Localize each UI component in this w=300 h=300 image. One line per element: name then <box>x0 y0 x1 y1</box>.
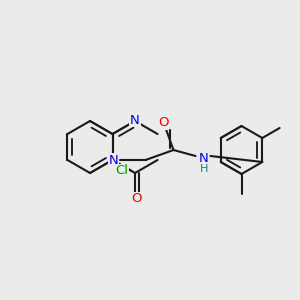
Text: N: N <box>130 113 140 127</box>
Text: N: N <box>109 154 118 166</box>
Text: N: N <box>199 152 208 164</box>
Text: O: O <box>158 116 169 130</box>
Text: H: H <box>200 164 209 174</box>
Text: Cl: Cl <box>116 164 129 178</box>
Text: O: O <box>131 193 141 206</box>
